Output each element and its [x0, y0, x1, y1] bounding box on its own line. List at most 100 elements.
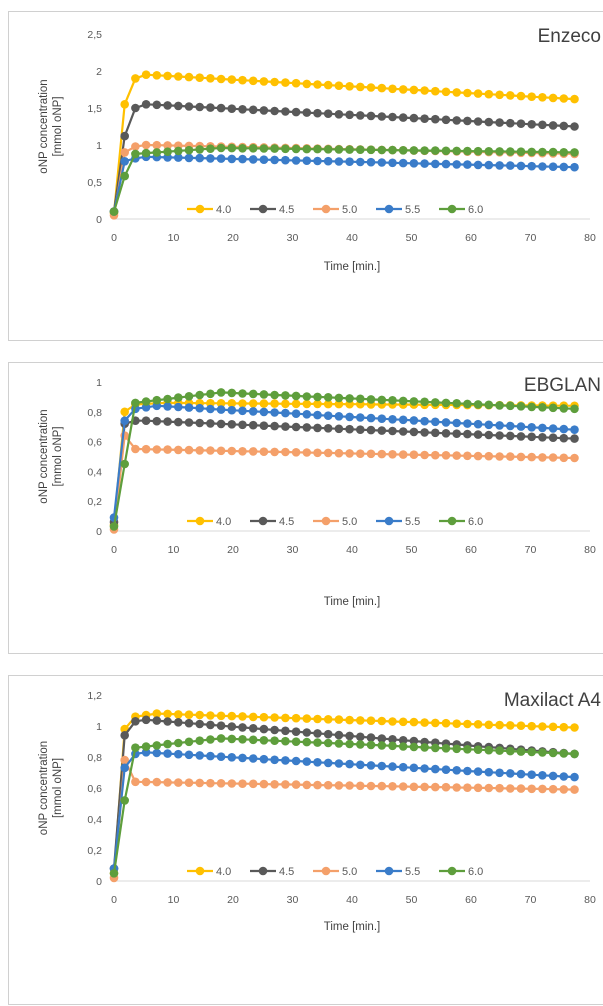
data-point	[452, 116, 462, 125]
legend-item: 6.0	[439, 866, 483, 878]
data-point	[248, 407, 258, 416]
data-point	[356, 760, 365, 770]
data-point	[548, 748, 558, 758]
data-point	[495, 161, 504, 170]
data-point	[302, 728, 312, 737]
legend-swatch-marker	[258, 866, 268, 876]
data-point	[495, 720, 504, 730]
data-point	[473, 89, 483, 98]
legend-label: 4.0	[216, 516, 231, 528]
data-point	[548, 147, 558, 157]
x-tick-label: 70	[525, 894, 537, 906]
data-point	[174, 417, 183, 427]
data-point	[441, 398, 451, 408]
data-point	[388, 145, 397, 155]
data-point	[216, 405, 226, 414]
data-point	[431, 764, 440, 774]
data-point	[548, 403, 558, 413]
y-axis-title: [mmol oNP]	[52, 96, 64, 156]
data-point	[548, 784, 558, 794]
data-point	[141, 397, 151, 406]
data-point	[109, 522, 119, 531]
data-point	[227, 779, 237, 788]
data-point	[345, 739, 354, 749]
data-point	[398, 736, 408, 745]
data-point	[420, 397, 429, 407]
data-point	[302, 156, 312, 165]
data-point	[227, 753, 237, 762]
legend-label: 6.0	[468, 516, 483, 528]
data-point	[238, 399, 247, 408]
data-point	[495, 452, 504, 461]
y-axis-title: oNP concentration	[38, 409, 50, 503]
data-point	[206, 144, 215, 153]
y-tick-label: 1	[96, 377, 102, 389]
data-point	[227, 405, 237, 415]
data-point	[323, 729, 333, 739]
data-point	[495, 746, 504, 755]
y-tick-label: 1,2	[87, 690, 102, 702]
legend-swatch-marker	[447, 866, 457, 876]
data-point	[163, 739, 172, 749]
data-point	[388, 717, 397, 726]
legend-swatch-marker	[384, 204, 394, 214]
data-point	[570, 453, 579, 463]
data-point	[174, 710, 183, 719]
legend-item: 4.5	[250, 204, 294, 216]
y-tick-label: 0,4	[87, 814, 102, 826]
data-point	[195, 390, 204, 400]
x-tick-label: 40	[346, 232, 358, 244]
data-point	[174, 749, 183, 759]
data-point	[516, 721, 526, 730]
data-point	[174, 153, 183, 162]
data-point	[463, 451, 472, 461]
data-point	[388, 158, 397, 168]
data-point	[248, 155, 258, 164]
data-point	[377, 716, 387, 726]
data-point	[313, 80, 322, 89]
data-point	[291, 107, 301, 117]
data-point	[484, 400, 494, 410]
data-point	[152, 140, 162, 150]
data-point	[302, 757, 312, 766]
data-point	[431, 450, 440, 460]
data-point	[120, 755, 129, 765]
data-point	[484, 720, 494, 730]
y-tick-label: 0	[96, 876, 102, 888]
data-point	[538, 403, 547, 412]
data-point	[538, 147, 547, 157]
data-point	[323, 715, 333, 724]
data-point	[527, 770, 536, 779]
data-point	[452, 451, 462, 460]
data-point	[366, 716, 376, 725]
legend-swatch-marker	[195, 204, 205, 214]
data-point	[366, 761, 376, 770]
data-point	[409, 113, 419, 123]
series-4.0	[109, 70, 579, 218]
data-point	[248, 420, 258, 430]
data-point	[538, 453, 547, 462]
data-point	[227, 711, 237, 721]
data-point	[506, 746, 515, 756]
data-point	[484, 147, 494, 156]
data-point	[238, 723, 247, 732]
data-point	[473, 767, 483, 776]
data-point	[538, 162, 547, 171]
data-point	[484, 89, 494, 99]
data-point	[238, 144, 247, 153]
data-point	[227, 388, 237, 398]
data-point	[345, 412, 354, 422]
data-point	[463, 116, 472, 126]
x-tick-label: 50	[406, 894, 418, 906]
data-point	[184, 153, 194, 163]
data-point	[216, 734, 226, 743]
data-point	[238, 420, 247, 430]
data-point	[334, 715, 344, 724]
data-point	[452, 160, 462, 169]
data-point	[506, 91, 515, 100]
data-point	[452, 88, 462, 97]
series-6.0	[109, 734, 579, 878]
data-point	[195, 751, 204, 760]
series-line	[112, 756, 575, 878]
data-point	[174, 778, 183, 787]
